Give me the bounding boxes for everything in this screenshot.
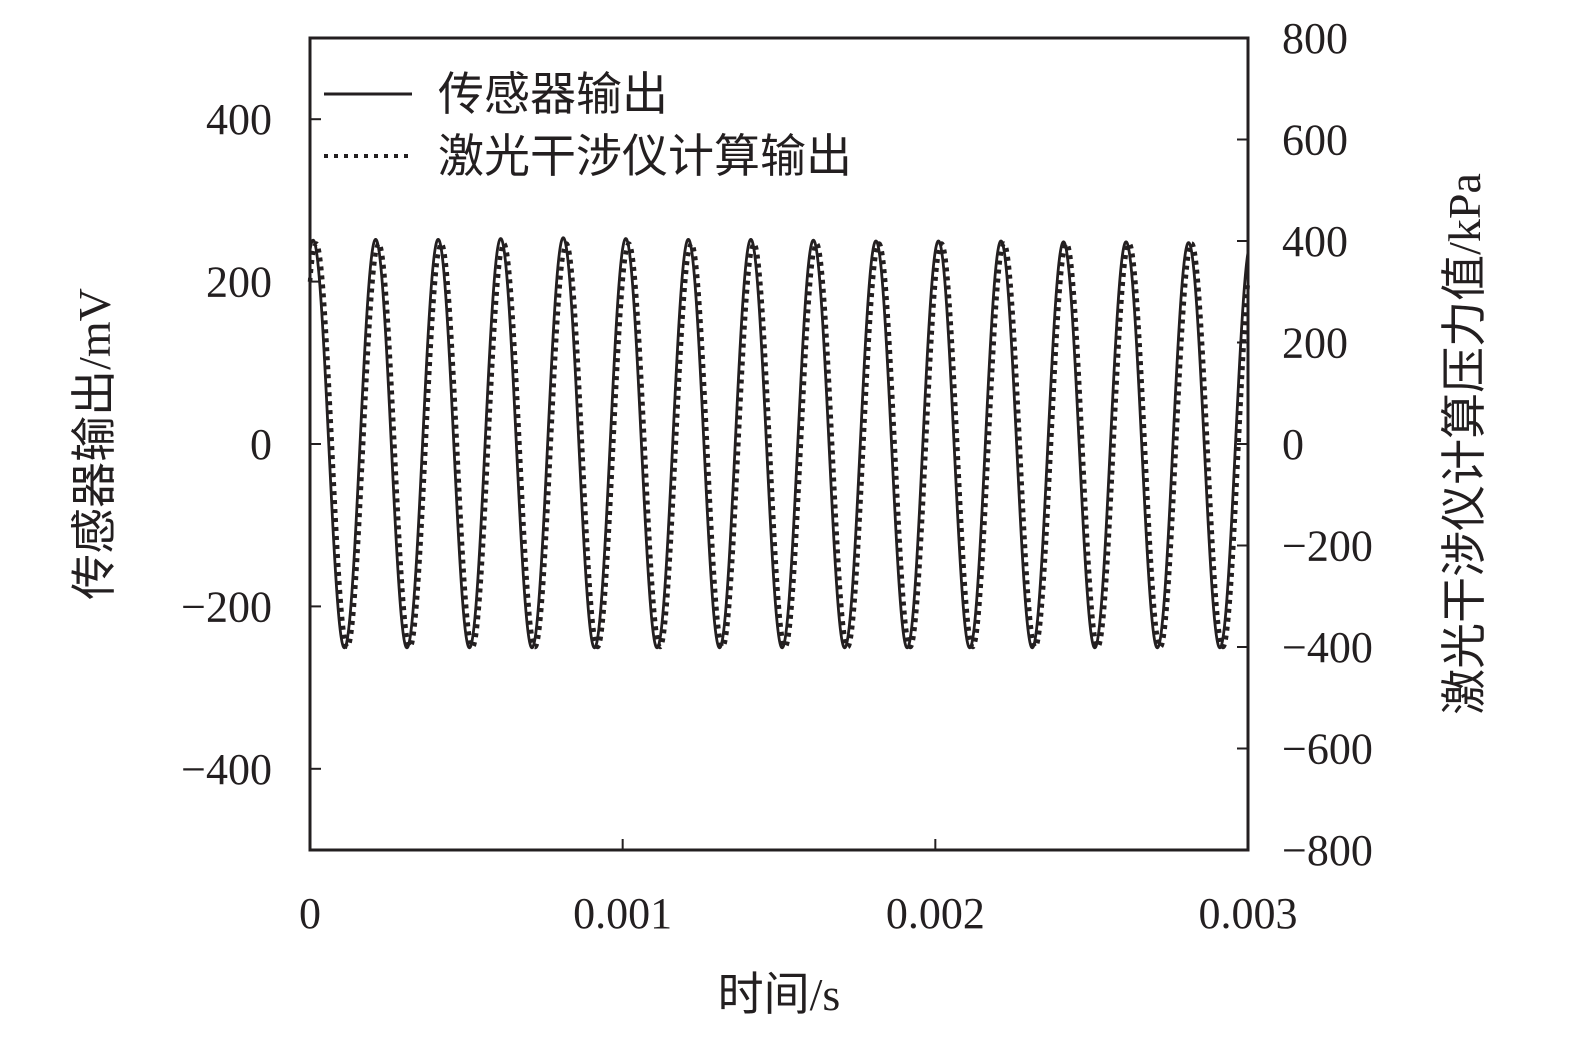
x-axis-title: 时间/s [718,969,841,1020]
y-left-tick-label: −400 [181,745,272,794]
series-line-sensor-output [308,236,1250,650]
x-tick-label: 0.001 [573,889,672,938]
y-left-tick-label: 0 [250,420,272,469]
x-tick-label: 0.003 [1199,889,1298,938]
y-right-tick-label: −200 [1282,522,1373,571]
y-left-tick-label: 400 [206,95,272,144]
y-right-tick-label: −600 [1282,725,1373,774]
y-left-axis-title: 传感器输出/mV [69,288,120,600]
y-right-tick-label: 0 [1282,420,1304,469]
series-layer [307,236,1251,650]
y-right-axis-title: 激光干涉仪计算压力值/kPa [1439,173,1490,715]
y-right-tick-label: −400 [1282,623,1373,672]
legend: 传感器输出 激光干涉仪计算输出 [324,69,852,182]
x-tick-label: 0 [299,889,321,938]
x-tick-label: 0.002 [886,889,985,938]
y-left-tick-label: 200 [206,258,272,307]
y-left-tick-label: −200 [181,582,272,631]
y-right-tick-label: −800 [1282,826,1373,875]
y-right-tick-label: 600 [1282,116,1348,165]
ticks-layer: 0 0.001 0.002 0.003 −400 −200 0 200 400 −800 −600 −… [181,14,1373,938]
y-right-tick-label: 400 [1282,217,1348,266]
y-right-tick-label: 200 [1282,319,1348,368]
series-line-interferometer-output [307,241,1251,650]
legend-label-sensor-output: 传感器输出 [438,69,668,120]
legend-label-interferometer-output: 激光干涉仪计算输出 [438,131,852,182]
y-right-tick-label: 800 [1282,14,1348,63]
